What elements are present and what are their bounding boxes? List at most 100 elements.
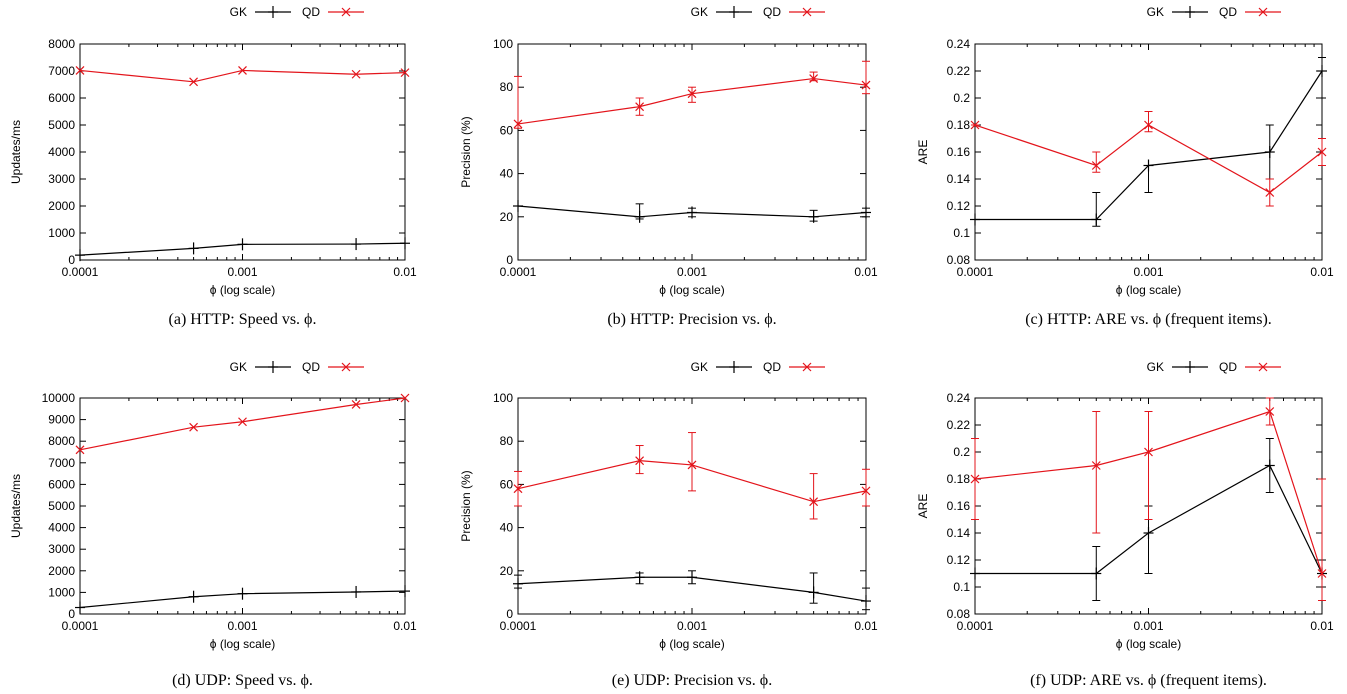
panel-caption: (a) HTTP: Speed vs. ϕ. bbox=[169, 311, 317, 328]
y-tick-label: 0.08 bbox=[947, 607, 971, 621]
series-gk bbox=[970, 57, 1327, 227]
series-gk bbox=[75, 585, 410, 614]
data-point-qd bbox=[513, 484, 523, 494]
y-axis-label: ARE bbox=[916, 494, 930, 519]
y-tick-label: 20 bbox=[500, 210, 514, 224]
data-point-qd bbox=[189, 422, 199, 432]
x-tick-label: 0.001 bbox=[677, 619, 707, 633]
plot-frame bbox=[79, 43, 406, 261]
y-tick-label: 0.08 bbox=[947, 253, 971, 267]
y-tick-label: 7000 bbox=[48, 64, 75, 78]
data-point-qd bbox=[1091, 461, 1101, 470]
legend: GK QD bbox=[1147, 360, 1281, 374]
y-tick-label: 8000 bbox=[48, 37, 75, 51]
series-gk bbox=[513, 200, 871, 223]
x-axis-label: ϕ (log scale) bbox=[210, 637, 275, 651]
series-gk bbox=[75, 237, 410, 262]
y-tick-label: 0.24 bbox=[947, 391, 971, 405]
y-tick-label: 2000 bbox=[48, 564, 75, 578]
y-tick-label: 0.18 bbox=[947, 472, 971, 486]
data-point-qd bbox=[1317, 569, 1327, 578]
data-point-qd bbox=[1144, 120, 1153, 130]
data-point-gk bbox=[351, 585, 362, 598]
y-tick-label: 10000 bbox=[42, 391, 76, 405]
y-tick-label: 9000 bbox=[48, 413, 75, 427]
data-point-gk bbox=[237, 238, 248, 251]
y-tick-label: 80 bbox=[500, 80, 514, 94]
x-tick-label: 0.0001 bbox=[957, 619, 994, 633]
y-tick-label: 8000 bbox=[48, 434, 75, 448]
y-tick-label: 1000 bbox=[48, 585, 75, 599]
data-point-gk bbox=[687, 571, 697, 584]
x-tick-label: 0.001 bbox=[1133, 265, 1163, 279]
data-point-gk bbox=[351, 238, 362, 251]
legend-label-qd: QD bbox=[1219, 5, 1237, 19]
data-point-qd bbox=[687, 460, 697, 470]
legend-label-qd: QD bbox=[763, 360, 781, 374]
y-tick-label: 3000 bbox=[48, 172, 75, 186]
y-tick-label: 2000 bbox=[48, 199, 75, 213]
x-axis-label: ϕ (log scale) bbox=[659, 637, 724, 651]
data-point-gk bbox=[970, 213, 980, 226]
data-point-gk bbox=[1264, 146, 1275, 158]
series-qd bbox=[970, 397, 1327, 601]
data-point-qd bbox=[513, 119, 523, 129]
legend-label-gk: GK bbox=[1147, 5, 1164, 19]
error-bar bbox=[862, 468, 870, 507]
y-axis-label: Precision (%) bbox=[459, 116, 473, 187]
x-tick-label: 0.0001 bbox=[62, 265, 99, 279]
data-point-qd bbox=[400, 393, 410, 403]
data-point-gk bbox=[1143, 159, 1154, 172]
data-point-qd bbox=[970, 474, 980, 484]
y-tick-label: 40 bbox=[500, 521, 514, 535]
data-point-gk bbox=[1091, 567, 1102, 580]
y-tick-label: 0.12 bbox=[947, 553, 971, 567]
data-point-gk bbox=[400, 585, 410, 598]
data-point-qd bbox=[861, 486, 871, 496]
y-tick-label: 4000 bbox=[48, 521, 75, 535]
x-axis-label: ϕ (log scale) bbox=[1116, 637, 1181, 651]
x-tick-label: 0.0001 bbox=[62, 619, 99, 633]
data-point-gk bbox=[861, 206, 871, 219]
x-tick-label: 0.01 bbox=[393, 265, 417, 279]
error-bar bbox=[1318, 478, 1326, 601]
data-point-gk bbox=[400, 237, 410, 250]
series-qd bbox=[513, 60, 871, 129]
y-axis-label: Precision (%) bbox=[459, 470, 473, 541]
y-tick-label: 5000 bbox=[48, 499, 75, 513]
series-line-qd bbox=[79, 397, 406, 451]
y-tick-label: 0 bbox=[506, 253, 513, 267]
y-tick-label: 60 bbox=[500, 123, 514, 137]
data-point-qd bbox=[809, 74, 819, 83]
series-gk bbox=[513, 570, 871, 611]
chart-panel-e: 0 20 40 60 80 100 0.0001 0.001 0.01 ϕ (log scale)… bbox=[459, 360, 878, 689]
error-bar bbox=[688, 86, 696, 103]
panel-caption: (c) HTTP: ARE vs. ϕ (frequent items). bbox=[1025, 311, 1272, 328]
legend-label-qd: QD bbox=[1219, 360, 1237, 374]
data-point-gk bbox=[1091, 213, 1102, 226]
data-point-gk bbox=[188, 242, 199, 255]
data-point-qd bbox=[1265, 188, 1275, 197]
y-tick-label: 0.22 bbox=[947, 64, 971, 78]
y-tick-label: 1000 bbox=[48, 226, 75, 240]
error-bar bbox=[1092, 411, 1101, 534]
data-point-gk bbox=[75, 601, 85, 614]
y-tick-label: 6000 bbox=[48, 477, 75, 491]
data-point-gk bbox=[188, 590, 199, 603]
data-point-gk bbox=[861, 595, 871, 608]
legend: GK QD bbox=[691, 360, 825, 374]
data-point-qd bbox=[1091, 161, 1101, 170]
y-tick-label: 0.16 bbox=[947, 499, 971, 513]
series-qd bbox=[970, 111, 1327, 207]
data-point-gk bbox=[808, 210, 819, 223]
chart-panel-f: 0.08 0.1 0.12 0.14 0.16 0.18 0.2 0.22 0.24 0.0001… bbox=[916, 360, 1334, 689]
legend: GK QD bbox=[1147, 5, 1281, 19]
data-point-qd bbox=[1265, 407, 1275, 416]
legend: GK QD bbox=[691, 5, 825, 19]
error-bar bbox=[862, 60, 870, 95]
data-point-qd bbox=[1144, 447, 1153, 457]
y-tick-label: 3000 bbox=[48, 542, 75, 556]
y-tick-label: 80 bbox=[500, 434, 514, 448]
series-qd bbox=[75, 393, 410, 455]
